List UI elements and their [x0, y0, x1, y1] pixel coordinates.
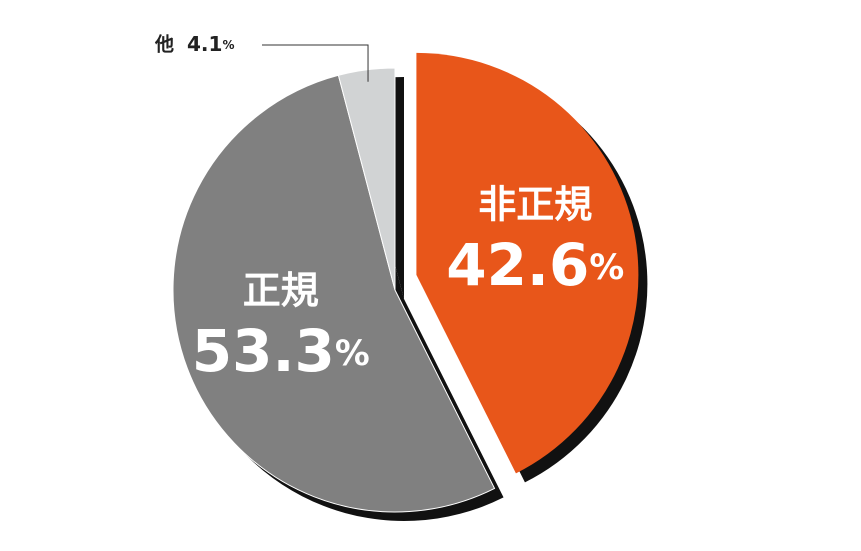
category-label: 非正規 — [478, 182, 592, 226]
slice — [172, 74, 496, 513]
value-label: 53.3% — [192, 317, 370, 385]
slice — [416, 52, 639, 474]
slice — [337, 67, 396, 291]
value-label: 4.1% — [187, 32, 234, 56]
leader-line — [262, 44, 369, 82]
category-label: 他 — [154, 33, 174, 56]
slice-layer — [172, 52, 639, 513]
value-label: 42.6% — [446, 231, 624, 299]
category-label: 正規 — [243, 269, 319, 313]
